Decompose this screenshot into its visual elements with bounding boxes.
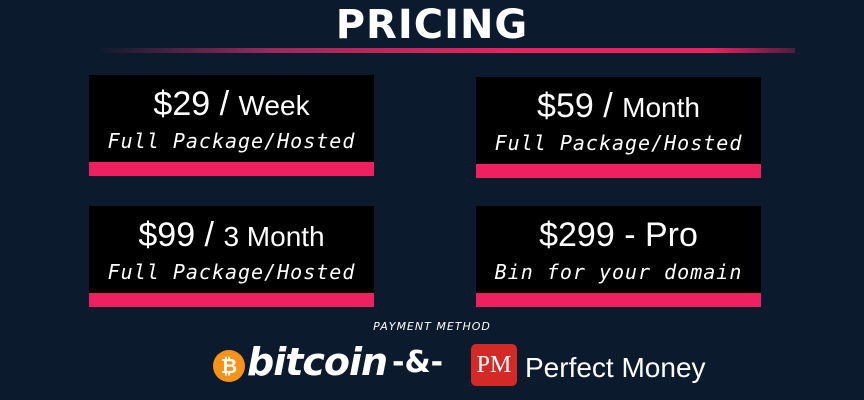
plan-description: Full Package/Hosted — [107, 260, 356, 284]
plan-price: $29 / — [153, 85, 230, 123]
plan-description: Full Package/Hosted — [107, 129, 356, 153]
plan-card-3month: $99 / 3 Month Full Package/Hosted — [89, 206, 374, 307]
perfect-money-icon: PM — [471, 344, 517, 386]
plan-card-pro: $299 - Pro Bin for your domain — [476, 206, 761, 307]
plan-unit: 3 Month — [223, 221, 325, 252]
page-title: PRICING — [335, 2, 529, 48]
accent-bar — [89, 293, 374, 307]
payment-method-label: PAYMENT METHOD — [373, 320, 491, 333]
plan-price: $59 / — [537, 87, 613, 125]
plan-description: Full Package/Hosted — [494, 131, 743, 155]
plan-price: $299 - Pro — [539, 216, 698, 254]
bitcoin-icon: ₿ — [213, 350, 245, 382]
plan-card-month: $59 / Month Full Package/Hosted — [476, 77, 761, 178]
perfect-money-logo-text: Perfect Money — [525, 352, 706, 383]
accent-bar — [89, 162, 374, 176]
separator: -&- — [392, 345, 444, 380]
bitcoin-logo-text: bitcoin — [247, 340, 388, 384]
plan-unit: Month — [622, 92, 700, 123]
plan-card-week: $29 / Week Full Package/Hosted — [89, 75, 374, 176]
title-divider — [95, 48, 795, 53]
accent-bar — [476, 164, 761, 178]
plan-description: Bin for your domain — [494, 260, 743, 284]
accent-bar — [476, 293, 761, 307]
plan-price: $99 / — [138, 216, 214, 254]
plan-unit: Week — [238, 90, 310, 121]
